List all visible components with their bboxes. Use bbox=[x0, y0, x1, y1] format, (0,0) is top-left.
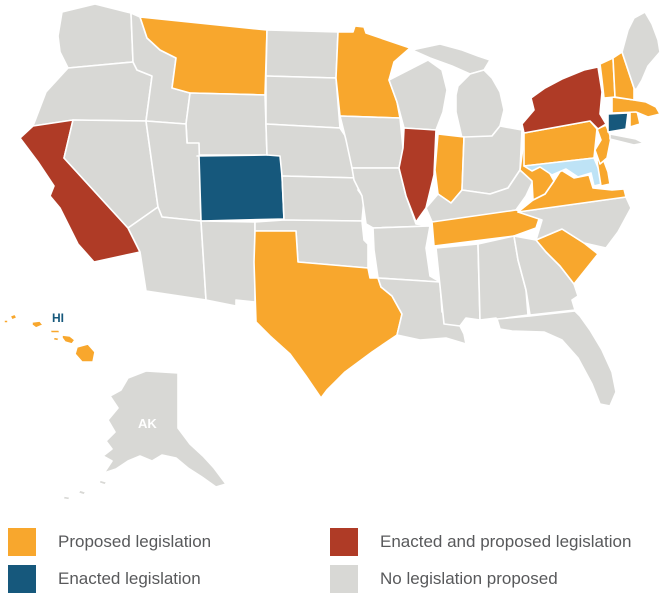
state-nh bbox=[612, 51, 635, 101]
state-nm bbox=[200, 220, 256, 307]
state-ms bbox=[435, 243, 481, 327]
state-hi bbox=[3, 313, 96, 363]
legend-item-proposed: Proposed legislation bbox=[8, 528, 211, 556]
state-ma bbox=[611, 96, 661, 118]
aleutian-islands bbox=[62, 479, 108, 501]
enacted-swatch bbox=[8, 565, 36, 593]
state-tx bbox=[253, 230, 403, 399]
hawaii-label: HI bbox=[52, 311, 64, 325]
legend-item-none: No legislation proposed bbox=[330, 565, 558, 593]
state-ar bbox=[372, 225, 441, 283]
us-legislation-map: HI AK bbox=[3, 3, 661, 501]
state-ak bbox=[102, 370, 227, 488]
proposed-swatch bbox=[8, 528, 36, 556]
state-tn bbox=[431, 209, 541, 247]
state-il bbox=[398, 127, 437, 223]
state-vt bbox=[599, 57, 616, 99]
state-ny bbox=[521, 66, 607, 134]
legend: Proposed legislation Enacted legislation… bbox=[0, 520, 664, 600]
state-mi-upper bbox=[411, 43, 491, 75]
state-wi bbox=[388, 59, 448, 131]
long-island-shape bbox=[609, 133, 645, 146]
state-co bbox=[196, 152, 285, 222]
state-nj bbox=[594, 124, 612, 165]
legend-label: No legislation proposed bbox=[380, 569, 558, 588]
state-or bbox=[32, 61, 153, 127]
state-ct bbox=[607, 112, 629, 133]
state-mi-lower bbox=[455, 69, 505, 139]
state-ks bbox=[281, 175, 365, 222]
state-nc bbox=[517, 196, 632, 249]
legend-item-enacted-and-proposed: Enacted and proposed legislation bbox=[330, 528, 631, 556]
none-swatch bbox=[330, 565, 358, 593]
state-fl bbox=[496, 310, 617, 407]
state-wa bbox=[57, 3, 134, 69]
state-az bbox=[127, 206, 207, 301]
state-me bbox=[621, 11, 661, 91]
enacted-and-proposed-swatch bbox=[330, 528, 358, 556]
us-map-svg: HI AK bbox=[3, 3, 661, 501]
alaska-label: AK bbox=[138, 416, 157, 431]
states-group bbox=[3, 3, 661, 501]
legend-label: Enacted and proposed legislation bbox=[380, 532, 632, 551]
legend-item-enacted: Enacted legislation bbox=[8, 565, 201, 593]
state-nd bbox=[265, 29, 339, 79]
state-sd bbox=[265, 75, 341, 129]
legend-label: Proposed legislation bbox=[58, 532, 212, 551]
legend-label: Enacted legislation bbox=[58, 569, 201, 588]
